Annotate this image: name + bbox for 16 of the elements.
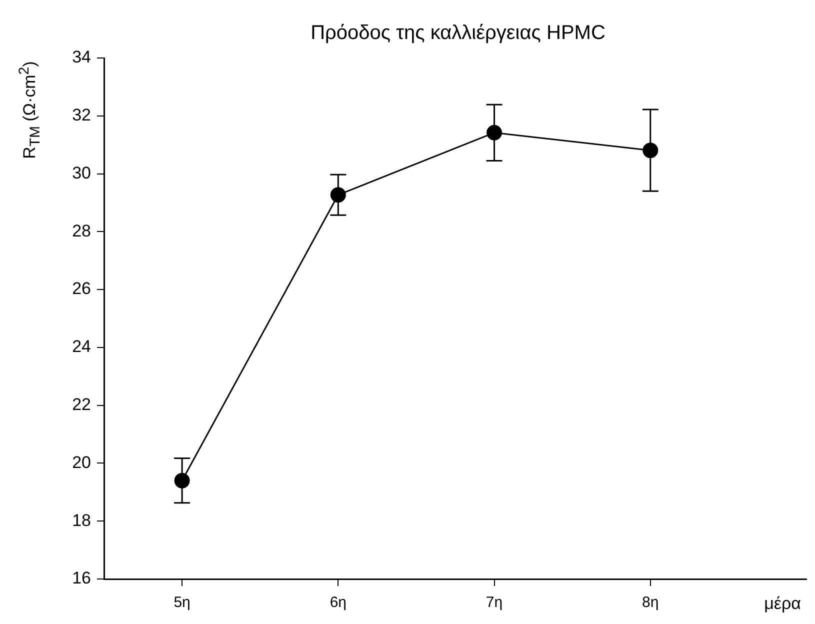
x-tick-label: 8η: [642, 594, 659, 612]
y-tick-label: 34: [72, 48, 91, 67]
y-tick-label: 32: [72, 106, 91, 125]
chart-title: Πρόοδος της καλλιέργειας HPMC: [310, 22, 606, 45]
x-tick-label: 6η: [330, 594, 347, 612]
y-tick-label: 20: [72, 452, 91, 472]
y-tick-label: 24: [72, 337, 91, 356]
y-tick-label: 16: [72, 568, 91, 588]
y-tick-label: 18: [72, 510, 91, 530]
y-tick-label: 22: [72, 395, 91, 414]
y-tick-label: 30: [72, 163, 91, 182]
y-tick-label: 26: [72, 279, 91, 298]
x-tick-label: 7η: [486, 594, 503, 612]
x-tick-label: 5η: [174, 594, 190, 612]
x-axis-title: μέρα: [764, 594, 801, 614]
y-tick-label: 28: [72, 221, 91, 240]
